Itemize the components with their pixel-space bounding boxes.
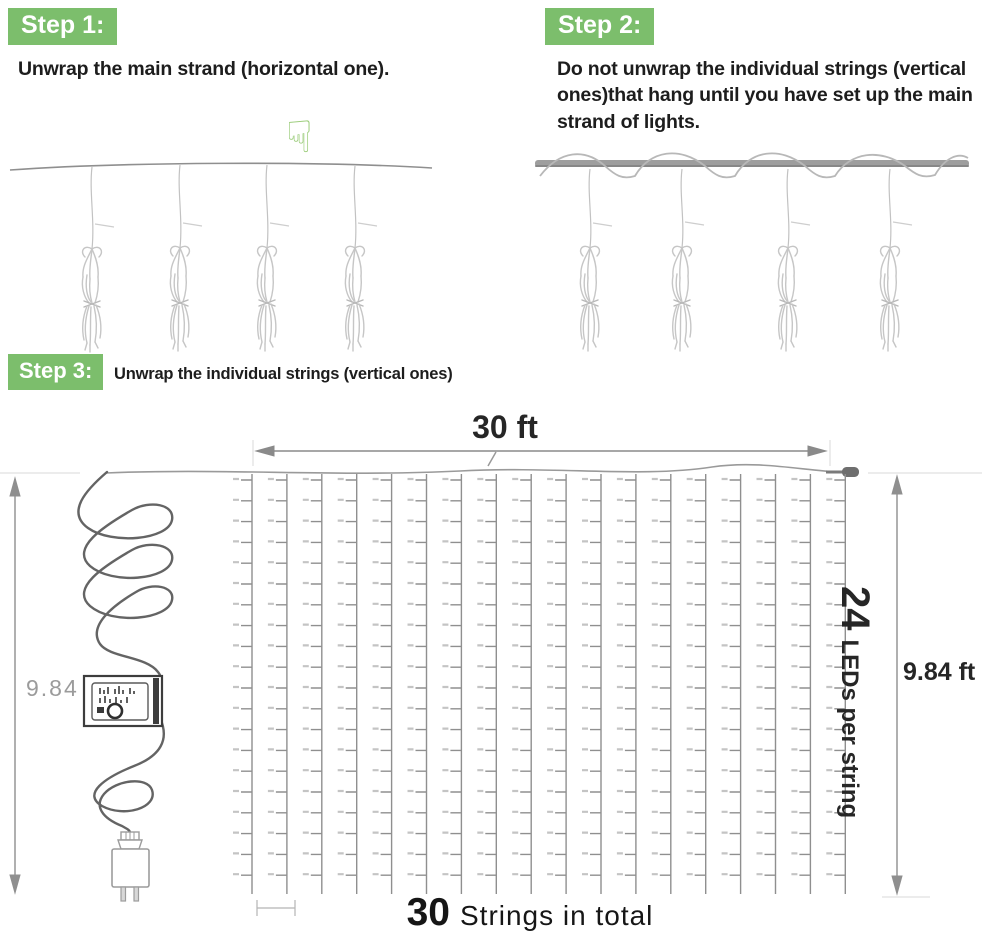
wrapped-bundle bbox=[579, 245, 601, 352]
height-dimension-arrow-left bbox=[9, 476, 21, 895]
curtain-strings bbox=[233, 474, 846, 894]
width-dimension-label: 30 ft bbox=[472, 409, 538, 445]
light-controller bbox=[82, 674, 164, 728]
step3-instruction: Unwrap the individual strings (vertical … bbox=[114, 365, 453, 383]
curtain-diagram bbox=[0, 440, 982, 916]
strings-count: 30 bbox=[406, 891, 450, 934]
wrapped-bundle bbox=[777, 245, 799, 352]
width-dimension-arrow bbox=[254, 445, 828, 457]
hanging-strings bbox=[90, 164, 378, 250]
wrapped-coil-line bbox=[539, 152, 969, 179]
power-cord-lower bbox=[93, 716, 165, 835]
wrapped-bundle bbox=[169, 245, 191, 352]
step2-illustration bbox=[535, 152, 969, 352]
step1-badge: Step 1: bbox=[8, 8, 118, 45]
leds-count: 24 bbox=[833, 586, 877, 631]
strings-total-label: 30 Strings in total bbox=[330, 891, 730, 935]
main-strand-line bbox=[9, 162, 433, 171]
power-cord bbox=[77, 470, 174, 686]
spacing-measure bbox=[256, 900, 296, 916]
wrapped-bundle bbox=[256, 245, 278, 352]
wrapped-bundle bbox=[671, 245, 693, 352]
connector-end bbox=[842, 467, 859, 477]
wrapped-bundle bbox=[81, 246, 103, 353]
guide-lines bbox=[0, 440, 982, 898]
controller-indicator bbox=[97, 707, 104, 713]
step3-badge: Step 3: bbox=[8, 354, 104, 390]
mode-icons bbox=[99, 686, 135, 703]
curtain-led-marks bbox=[233, 477, 833, 876]
strand-break-mark bbox=[487, 451, 497, 467]
step2-badge: Step 2: bbox=[545, 8, 655, 45]
wrapped-bundle bbox=[344, 245, 366, 352]
controller-button bbox=[106, 702, 124, 720]
step1-illustration bbox=[9, 162, 433, 353]
wrapped-bundle bbox=[879, 245, 901, 352]
curtain-string-lines bbox=[241, 474, 846, 894]
strings-unit: Strings in total bbox=[459, 900, 654, 931]
power-plug bbox=[111, 831, 150, 902]
height-dimension-label-right: 9.84 ft bbox=[903, 658, 976, 686]
leds-unit: LEDs per string bbox=[836, 639, 863, 819]
curtain-top-strand bbox=[105, 463, 841, 474]
step1-instruction: Unwrap the main strand (horizontal one). bbox=[18, 58, 390, 80]
leds-per-string-label: 24 LEDs per string bbox=[832, 586, 877, 818]
height-dimension-label-left: 9.84 bbox=[26, 675, 79, 701]
height-dimension-arrow-right bbox=[891, 474, 903, 896]
step2-instruction: Do not unwrap the individual strings (ve… bbox=[557, 58, 973, 133]
pointing-hand-icon: ☟ bbox=[286, 112, 313, 163]
hanging-strings bbox=[588, 168, 913, 249]
